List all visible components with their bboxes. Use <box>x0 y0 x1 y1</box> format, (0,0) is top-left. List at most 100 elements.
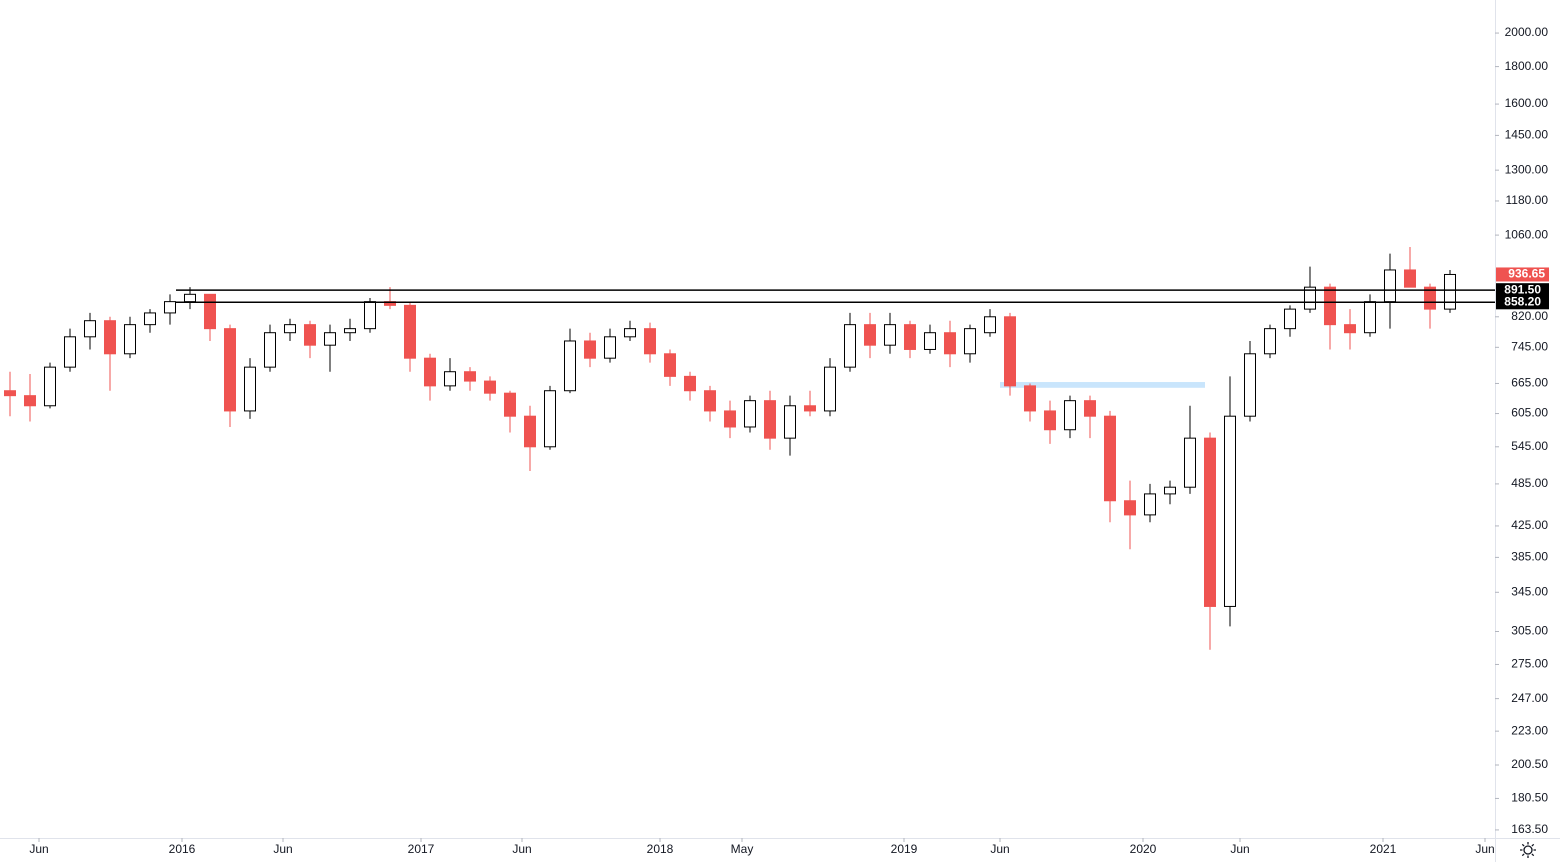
candle-body <box>464 371 476 382</box>
y-tick-label: 305.00 <box>1511 624 1548 638</box>
candle-body <box>1264 328 1276 355</box>
candle-body <box>404 304 416 359</box>
candle-body <box>324 332 336 346</box>
candle-body <box>244 366 256 412</box>
candle-body <box>704 390 716 412</box>
candle-body <box>144 312 156 326</box>
x-tick-label: 2016 <box>169 842 196 856</box>
candle-body <box>204 293 216 330</box>
y-tick-label: 665.00 <box>1511 376 1548 390</box>
candle-body <box>304 324 316 346</box>
level-tag <box>1496 295 1549 310</box>
y-tick-label: 1300.00 <box>1505 162 1549 176</box>
candle-body <box>364 301 376 330</box>
candle-body <box>564 340 576 392</box>
candle-body <box>544 390 556 448</box>
candle-body <box>724 410 736 428</box>
x-tick-label: May <box>731 842 754 856</box>
candle-body <box>684 375 696 392</box>
candle-body <box>1404 269 1416 288</box>
candle-body <box>864 324 876 346</box>
candle-body <box>1424 286 1436 310</box>
y-tick-label: 247.00 <box>1511 691 1548 705</box>
candle-body <box>1224 415 1236 607</box>
candle-body <box>64 336 76 368</box>
y-tick-label: 180.50 <box>1511 791 1548 805</box>
candle-body <box>624 328 636 338</box>
candle-body <box>764 400 776 439</box>
candle-body <box>284 324 296 334</box>
candle-body <box>1324 286 1336 326</box>
candle-body <box>1164 486 1176 495</box>
candle-body <box>424 357 436 387</box>
candle-body <box>224 328 236 412</box>
x-tick-label: Jun <box>512 842 531 856</box>
y-tick-label: 1060.00 <box>1505 227 1549 241</box>
candle-body <box>964 328 976 355</box>
candle-body <box>924 332 936 350</box>
x-tick-label: Jun <box>29 842 48 856</box>
candle-body <box>1284 308 1296 330</box>
y-tick-label: 163.50 <box>1511 822 1548 836</box>
candle-body <box>124 324 136 355</box>
candle-body <box>844 324 856 368</box>
candle-body <box>1344 324 1356 334</box>
candle-body <box>164 301 176 314</box>
candle-body <box>1384 269 1396 303</box>
candle-body <box>184 293 196 303</box>
last-price-label: 936.65 <box>1508 267 1545 281</box>
candle-body <box>1244 353 1256 417</box>
y-tick-label: 275.00 <box>1511 657 1548 671</box>
candle-body <box>1064 400 1076 431</box>
y-tick-label: 1180.00 <box>1506 193 1549 207</box>
candle-body <box>804 405 816 412</box>
candle-body <box>824 366 836 412</box>
candle-body <box>1104 415 1116 502</box>
candle-body <box>1184 437 1196 488</box>
x-tick-label: 2019 <box>891 842 918 856</box>
x-tick-label: 2017 <box>408 842 435 856</box>
settings-icon[interactable] <box>1520 842 1536 858</box>
candle-body <box>1084 400 1096 417</box>
candle-body <box>524 415 536 448</box>
x-tick-label: 2020 <box>1130 842 1157 856</box>
x-tick-label: Jun <box>1475 842 1494 856</box>
candle-body <box>1444 273 1456 310</box>
y-tick-label: 605.00 <box>1511 406 1548 420</box>
y-tick-label: 485.00 <box>1511 476 1548 490</box>
y-tick-label: 545.00 <box>1511 439 1548 453</box>
x-tick-label: Jun <box>1230 842 1249 856</box>
candle-body <box>1144 493 1156 516</box>
x-tick-label: Jun <box>990 842 1009 856</box>
candle-body <box>1124 500 1136 516</box>
y-tick-label: 200.50 <box>1511 757 1548 771</box>
candle-body <box>644 328 656 355</box>
candle-body <box>4 390 16 397</box>
candle-body <box>24 395 36 407</box>
candle-body <box>604 336 616 359</box>
candle-body <box>664 353 676 377</box>
last-price-tag <box>1496 267 1549 282</box>
candle-body <box>744 400 756 428</box>
level-label: 858.20 <box>1504 294 1541 308</box>
candle-body <box>584 340 596 359</box>
candle-body <box>944 332 956 355</box>
y-tick-label: 425.00 <box>1511 518 1548 532</box>
candle-body <box>784 405 796 439</box>
candle-body <box>1004 316 1016 387</box>
candle-body <box>484 380 496 394</box>
x-tick-label: Jun <box>273 842 292 856</box>
y-tick-label: 1600.00 <box>1505 96 1549 110</box>
candle-body <box>984 316 996 334</box>
y-tick-label: 223.00 <box>1511 723 1548 737</box>
y-tick-label: 2000.00 <box>1505 25 1549 39</box>
candle-body <box>884 324 896 346</box>
candle-body <box>1044 410 1056 431</box>
y-tick-label: 745.00 <box>1511 339 1548 353</box>
y-tick-label: 345.00 <box>1511 584 1548 598</box>
x-tick-label: 2021 <box>1370 842 1397 856</box>
candle-body <box>104 320 116 355</box>
zone <box>1000 382 1205 388</box>
